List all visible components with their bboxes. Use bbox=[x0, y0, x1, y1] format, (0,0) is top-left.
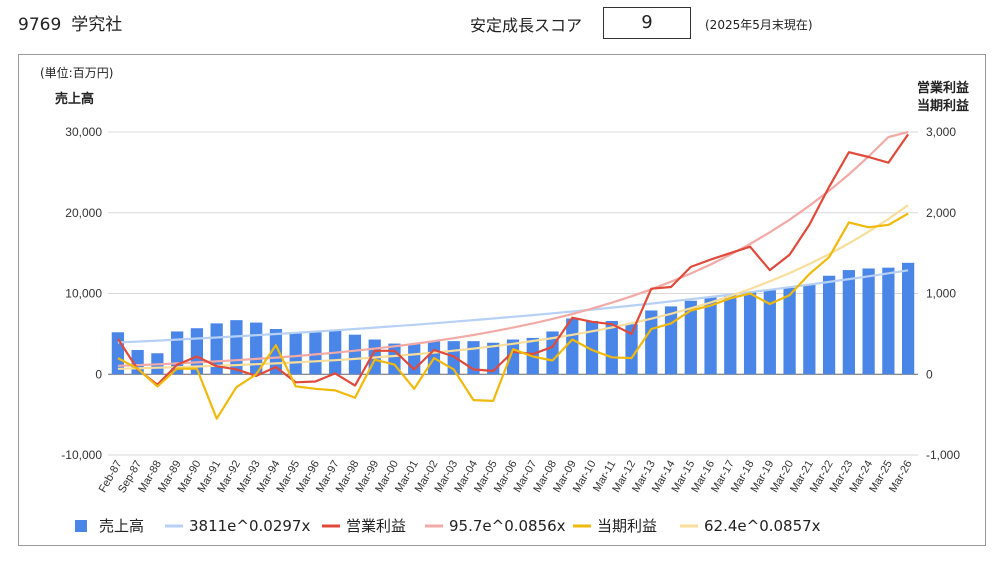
bar-sales bbox=[348, 334, 362, 375]
bar-sales bbox=[822, 275, 836, 375]
bar-sales bbox=[487, 342, 500, 375]
legend-label: 62.4e^0.0857x bbox=[704, 517, 821, 535]
y2-axis-title: 営業利益 当期利益 bbox=[917, 80, 987, 116]
y2-axis-title-line2: 当期利益 bbox=[917, 99, 970, 114]
trend-line bbox=[117, 130, 909, 367]
bar-sales bbox=[664, 306, 678, 375]
y2-tick-label: 0 bbox=[926, 367, 933, 381]
trend-line bbox=[117, 269, 909, 344]
legend-swatch bbox=[75, 520, 87, 532]
bar-sales bbox=[645, 310, 658, 375]
bar-sales bbox=[704, 297, 717, 375]
y-tick-label: 30,000 bbox=[65, 125, 102, 139]
y2-axis-title-line1: 営業利益 bbox=[917, 81, 970, 96]
bar-sales bbox=[862, 268, 875, 375]
bar-sales bbox=[783, 287, 796, 375]
legend-label: 営業利益 bbox=[346, 517, 406, 535]
bar-sales bbox=[743, 291, 757, 375]
bar-sales bbox=[724, 295, 737, 375]
as-of-date: (2025年5月末現在) bbox=[705, 18, 813, 32]
y2-tick-label: 2,000 bbox=[926, 206, 956, 220]
bar-sales bbox=[506, 339, 520, 375]
legend-label: 売上高 bbox=[99, 517, 144, 535]
bar-sales bbox=[625, 324, 638, 375]
line-net-profit bbox=[117, 212, 909, 420]
chart-frame bbox=[18, 54, 986, 546]
y2-tick-label: 1,000 bbox=[926, 287, 956, 301]
company-header: 9769 学究社 bbox=[18, 10, 132, 35]
trend-line bbox=[117, 204, 909, 370]
unit-label: (単位:百万円) bbox=[40, 66, 114, 80]
legend-label: 3811e^0.0297x bbox=[189, 517, 310, 535]
y-tick-label: 10,000 bbox=[65, 287, 102, 301]
bar-sales bbox=[289, 332, 302, 375]
score-value: 9 bbox=[603, 7, 691, 39]
bar-sales bbox=[566, 318, 579, 375]
bar-sales bbox=[842, 270, 855, 375]
y2-tick-label: -1,000 bbox=[926, 448, 960, 462]
bar-sales bbox=[309, 332, 322, 375]
y-tick-label: 0 bbox=[95, 367, 102, 381]
y-tick-label: 20,000 bbox=[65, 206, 102, 220]
score-label: 安定成長スコア bbox=[470, 16, 583, 35]
y-axis-title: 売上高 bbox=[55, 92, 95, 107]
stock-code: 9769 bbox=[18, 15, 62, 35]
y-tick-label: -10,000 bbox=[61, 448, 102, 462]
bar-sales bbox=[605, 320, 618, 375]
bar-sales bbox=[803, 284, 816, 375]
bar-sales bbox=[585, 320, 599, 375]
company-name: 学究社 bbox=[71, 15, 123, 35]
bar-sales bbox=[882, 267, 895, 375]
y2-tick-label: 3,000 bbox=[926, 125, 956, 139]
bar-sales bbox=[901, 262, 915, 375]
legend-label: 当期利益 bbox=[597, 517, 657, 535]
bar-sales bbox=[763, 290, 776, 375]
legend-label: 95.7e^0.0856x bbox=[449, 517, 566, 535]
bar-sales bbox=[684, 300, 697, 375]
